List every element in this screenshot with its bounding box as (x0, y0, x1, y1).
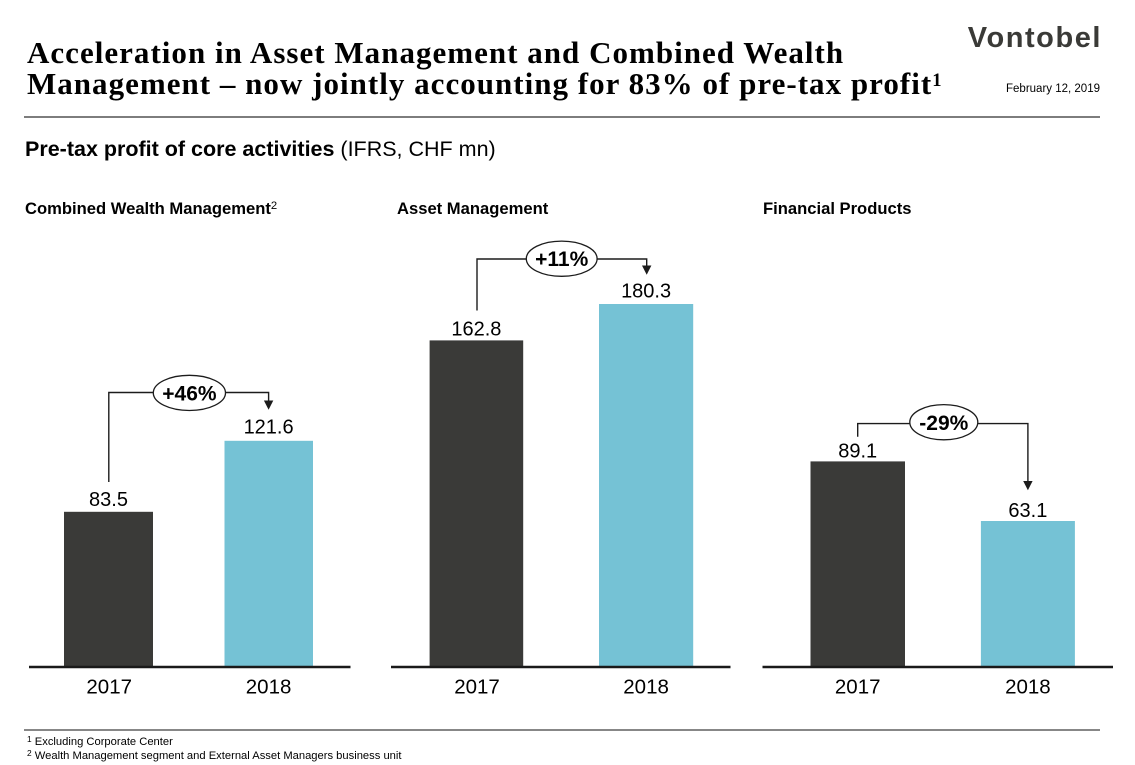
svg-text:2017: 2017 (835, 676, 881, 699)
svg-text:121.6: 121.6 (244, 416, 294, 438)
svg-text:180.3: 180.3 (621, 280, 671, 302)
svg-text:2018: 2018 (246, 676, 292, 699)
svg-text:+46%: +46% (162, 382, 217, 405)
svg-text:2018: 2018 (623, 676, 669, 699)
svg-text:-29%: -29% (919, 412, 968, 435)
svg-text:+11%: +11% (535, 248, 588, 271)
svg-text:2017: 2017 (86, 676, 132, 699)
svg-text:83.5: 83.5 (89, 489, 128, 511)
svg-text:89.1: 89.1 (838, 441, 877, 463)
svg-text:162.8: 162.8 (451, 318, 501, 340)
svg-text:63.1: 63.1 (1008, 500, 1047, 522)
svg-text:2017: 2017 (454, 676, 500, 699)
svg-text:2018: 2018 (1005, 676, 1051, 699)
